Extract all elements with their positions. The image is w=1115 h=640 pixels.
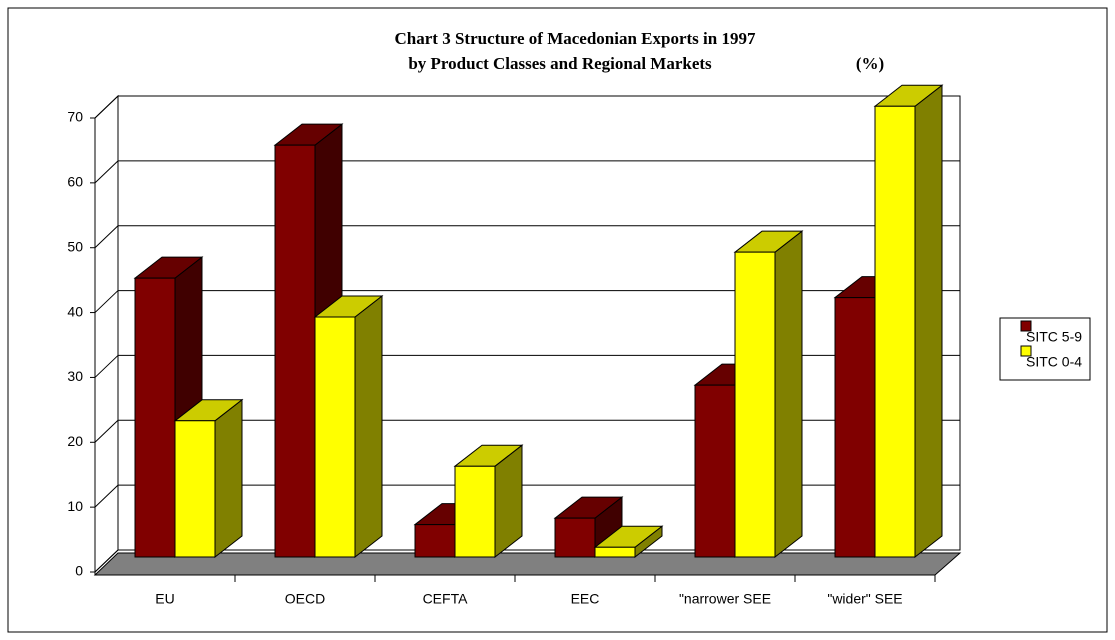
grid-line bbox=[94, 290, 119, 313]
y-tick-label: 60 bbox=[67, 174, 83, 190]
y-tick-label: 30 bbox=[67, 368, 83, 384]
side-wall bbox=[94, 94, 119, 574]
bar bbox=[173, 398, 244, 559]
grid-line bbox=[94, 95, 119, 119]
bar bbox=[453, 444, 524, 559]
grid-line bbox=[94, 160, 119, 184]
x-tick-label: OECD bbox=[285, 591, 325, 607]
bar-front bbox=[414, 524, 456, 558]
y-tick-label: 50 bbox=[67, 238, 83, 254]
bar-front bbox=[874, 105, 916, 558]
chart-subtitle: by Product Classes and Regional Markets bbox=[408, 54, 712, 73]
bar-front bbox=[694, 384, 736, 558]
bar bbox=[873, 84, 944, 559]
bar-front bbox=[314, 316, 356, 558]
x-tick-label: "wider" SEE bbox=[827, 591, 902, 607]
legend-box bbox=[999, 317, 1091, 381]
y-tick-label: 20 bbox=[67, 433, 83, 449]
bar-side bbox=[774, 230, 803, 559]
y-tick-label: 70 bbox=[67, 109, 83, 125]
grid-line bbox=[94, 225, 119, 249]
chart-title: Chart 3 Structure of Macedonian Exports … bbox=[395, 29, 756, 48]
x-tick-label: "narrower SEE bbox=[679, 591, 771, 607]
unit-label: (%) bbox=[856, 54, 884, 73]
x-tick-label: CEFTA bbox=[423, 591, 469, 607]
bar-side bbox=[354, 295, 383, 559]
back-wall bbox=[117, 95, 961, 551]
bar-front bbox=[274, 144, 316, 558]
grid-line bbox=[94, 549, 119, 573]
grid-line bbox=[94, 419, 119, 443]
y-tick-label: 10 bbox=[67, 498, 83, 514]
bar-front bbox=[174, 420, 216, 558]
bar-front bbox=[134, 277, 176, 558]
bar-front bbox=[454, 465, 496, 558]
bar-side bbox=[214, 398, 243, 559]
x-tick-label: EU bbox=[155, 591, 174, 607]
y-tick-label: 40 bbox=[67, 303, 83, 319]
bar bbox=[733, 230, 804, 559]
legend-swatch bbox=[1020, 345, 1032, 357]
bar bbox=[593, 525, 664, 559]
bar bbox=[313, 295, 384, 559]
legend-swatch bbox=[1020, 320, 1032, 332]
legend-label: SITC 5-9 bbox=[1026, 329, 1082, 345]
bar-front bbox=[734, 251, 776, 558]
bar-side bbox=[914, 84, 943, 559]
bar-front bbox=[554, 517, 596, 558]
x-tick-label: EEC bbox=[571, 591, 600, 607]
floor bbox=[93, 552, 962, 576]
grid-line bbox=[94, 355, 119, 378]
y-tick-label: 0 bbox=[75, 563, 83, 579]
bar-front bbox=[594, 546, 636, 558]
grid-line bbox=[94, 484, 119, 508]
legend-label: SITC 0-4 bbox=[1026, 354, 1082, 370]
bar-front bbox=[834, 297, 876, 558]
